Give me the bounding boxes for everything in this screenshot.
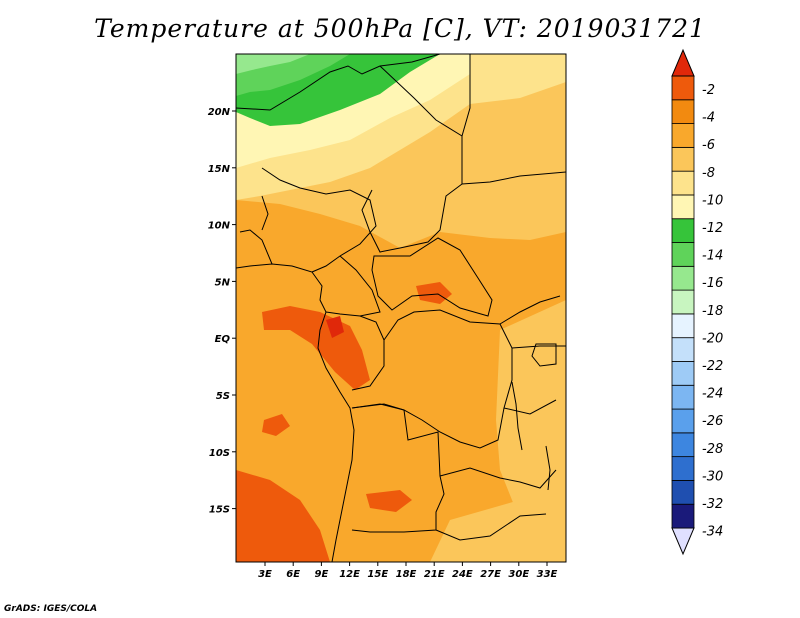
colorbar-label: -22 <box>702 359 723 374</box>
colorbar-label: -20 <box>702 331 723 346</box>
lat-tick-label: EQ <box>215 334 231 345</box>
colorbar-arrow-top <box>671 48 695 77</box>
border-angola <box>351 403 445 533</box>
latitude-axis: 20N 15N 10N 5N EQ 5S 10S 15S <box>208 107 236 516</box>
lon-tick-label: 30E <box>508 569 529 580</box>
country-borders <box>236 54 566 562</box>
colorbar-label: -28 <box>702 442 723 457</box>
colorbar-swatch <box>671 123 695 148</box>
colorbar-swatch <box>671 337 695 362</box>
border-east <box>499 295 566 415</box>
colorbar-swatch <box>671 361 695 386</box>
field-hot-west <box>262 414 290 436</box>
colorbar-label: -34 <box>702 525 723 540</box>
field-band-east <box>496 300 566 562</box>
colorbar-label: -12 <box>702 221 723 236</box>
colorbar-swatch <box>671 146 695 172</box>
lon-tick-label: 27E <box>480 569 501 580</box>
colorbar-label: -24 <box>702 387 723 402</box>
colorbar-label: -26 <box>702 414 723 429</box>
field-hot-sw <box>236 470 330 562</box>
lon-tick-label: 9E <box>315 569 329 580</box>
colorbar-swatch <box>671 218 695 243</box>
colorbar-swatch <box>671 456 695 481</box>
lat-tick-label: 5N <box>215 277 231 288</box>
colorbar-label: -18 <box>702 304 723 319</box>
lat-tick-label: 15N <box>208 164 231 175</box>
lon-tick-label: 21E <box>424 569 445 580</box>
lat-tick-label: 5S <box>216 391 230 402</box>
field-hot-center <box>416 282 452 304</box>
lat-tick-label: 10S <box>209 448 230 459</box>
border-south <box>435 513 547 541</box>
plot-frame <box>235 53 567 563</box>
lon-tick-label: 18E <box>396 569 417 580</box>
colorbar-swatch <box>671 408 695 434</box>
colorbar-swatch <box>671 384 695 410</box>
lake-malawi <box>545 445 551 491</box>
colorbar-label: -14 <box>702 249 723 264</box>
field-hot-south <box>326 316 344 338</box>
colorbar-swatch <box>671 194 695 220</box>
border-car <box>371 237 493 317</box>
lon-tick-label: 3E <box>258 569 272 580</box>
colorbar-label: -8 <box>702 166 715 181</box>
lat-tick-label: 20N <box>208 107 231 118</box>
colorbar-swatch <box>671 265 695 291</box>
colorbar-swatch <box>671 75 695 101</box>
field-hot-coast <box>262 306 370 390</box>
colorbar-arrow-bottom <box>671 527 695 556</box>
field-hot-blob <box>366 490 412 512</box>
colorbar-swatch <box>671 503 695 529</box>
border-north <box>236 54 441 111</box>
gulf-coast <box>239 195 273 265</box>
colorbar-label: -10 <box>702 193 723 208</box>
lake-tanganyika <box>511 381 523 451</box>
colorbar-label: -16 <box>702 276 723 291</box>
lon-tick-label: 24E <box>452 569 473 580</box>
colorbar-swatch <box>671 432 695 458</box>
longitude-axis: 3E 6E 9E 12E 15E 18E 21E 24E 27E 30E 33E <box>258 562 558 580</box>
lat-tick-label: 10N <box>208 221 231 232</box>
colorbar-label: -6 <box>702 138 715 153</box>
colorbar-label: -30 <box>702 469 723 484</box>
temperature-field <box>236 54 566 562</box>
lon-tick-label: 6E <box>286 569 300 580</box>
colorbar-swatch <box>671 170 695 196</box>
lat-tick-label: 15S <box>209 505 230 516</box>
colorbar-label: -32 <box>702 497 723 512</box>
border-sudan <box>461 171 566 185</box>
colorbar-label: -2 <box>702 83 715 98</box>
border-nigeria <box>261 167 377 273</box>
colorbar-swatch <box>671 313 695 339</box>
colorbar-swatch <box>671 242 695 267</box>
colorbar-swatch <box>671 289 695 315</box>
colorbar: -2 -4 -6 -8 -10 -12 -14 -16 -18 -20 -22 -24 -26 -28 -3… <box>671 48 723 556</box>
border-zambia <box>439 467 557 489</box>
colorbar-swatch <box>671 480 695 505</box>
grads-credit: GrADS: IGES/COLA <box>4 604 98 614</box>
coastline-west <box>236 263 355 562</box>
colorbar-swatch <box>671 99 695 124</box>
border-congo <box>351 315 385 391</box>
border-libya-egypt <box>461 54 471 137</box>
lon-tick-label: 12E <box>339 569 360 580</box>
lon-tick-label: 15E <box>367 569 388 580</box>
lon-tick-label: 33E <box>537 569 558 580</box>
colorbar-label: -4 <box>702 111 715 126</box>
border-cameroon <box>325 255 381 317</box>
map-title: Temperature at 500hPa [C], VT: 201903172… <box>94 14 706 43</box>
lake-victoria <box>531 343 557 367</box>
field-band-green-light <box>236 54 310 74</box>
